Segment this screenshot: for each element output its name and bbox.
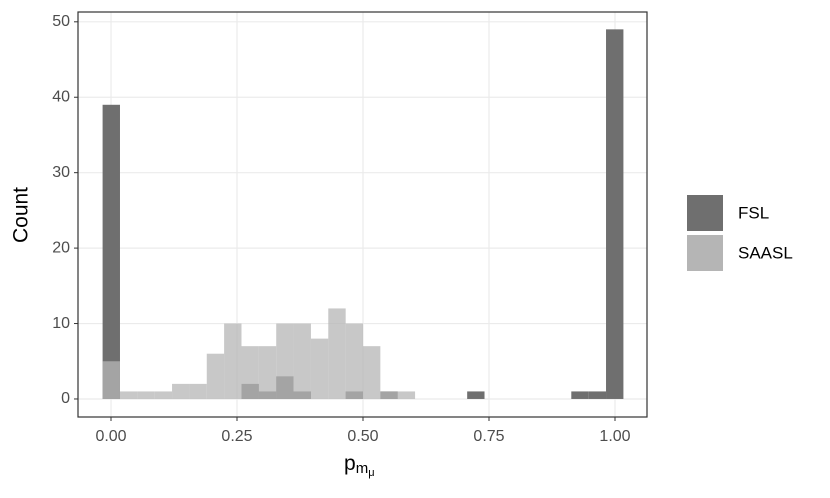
- bar: [241, 346, 259, 399]
- bar: [310, 338, 329, 399]
- bar: [119, 391, 138, 399]
- bar: [328, 308, 346, 399]
- y-tick-label: 0: [61, 390, 70, 407]
- legend-label: SAASL: [738, 243, 793, 262]
- bar: [154, 391, 173, 399]
- bar: [293, 323, 311, 399]
- bar: [276, 323, 294, 399]
- bar: [397, 391, 416, 399]
- panel-border: [77, 11, 648, 418]
- x-label-sub: m: [356, 460, 369, 477]
- y-tick-label: 40: [52, 88, 70, 105]
- bar: [172, 383, 190, 399]
- legend-key: [687, 195, 723, 231]
- x-axis-title: pmμ: [344, 452, 375, 479]
- bar: [224, 323, 242, 399]
- bar: [588, 391, 607, 399]
- y-tick-label: 10: [52, 315, 70, 332]
- bar: [258, 346, 277, 399]
- bar: [345, 323, 364, 399]
- x-tick-label: 0.50: [347, 428, 378, 445]
- bar: [102, 104, 120, 399]
- legend-label: FSL: [738, 203, 769, 222]
- bar: [102, 361, 120, 399]
- x-tick-label: 0.75: [473, 428, 504, 445]
- y-tick-label: 20: [52, 239, 70, 256]
- bar: [206, 353, 225, 399]
- x-tick-label: 0.25: [221, 428, 252, 445]
- x-label-base: p: [344, 452, 356, 475]
- legend: FSL SAASL: [687, 195, 793, 271]
- bars: [102, 29, 624, 399]
- legend-key: [687, 235, 723, 271]
- bar: [606, 29, 624, 399]
- y-tick-label: 30: [52, 164, 70, 181]
- bar: [467, 391, 485, 399]
- y-axis-title: Count: [10, 187, 33, 243]
- x-tick-label: 0.00: [95, 428, 126, 445]
- bar: [571, 391, 589, 399]
- bar: [137, 391, 155, 399]
- bar: [189, 383, 207, 399]
- bar: [363, 346, 381, 399]
- axes: 0 10 20 30 40 50 0.00 0.25 0.50 0.75 1.00: [52, 13, 630, 445]
- x-tick-label: 1.00: [599, 428, 630, 445]
- bar: [380, 391, 398, 399]
- x-label-subsub: μ: [368, 467, 374, 479]
- y-tick-label: 50: [52, 13, 70, 30]
